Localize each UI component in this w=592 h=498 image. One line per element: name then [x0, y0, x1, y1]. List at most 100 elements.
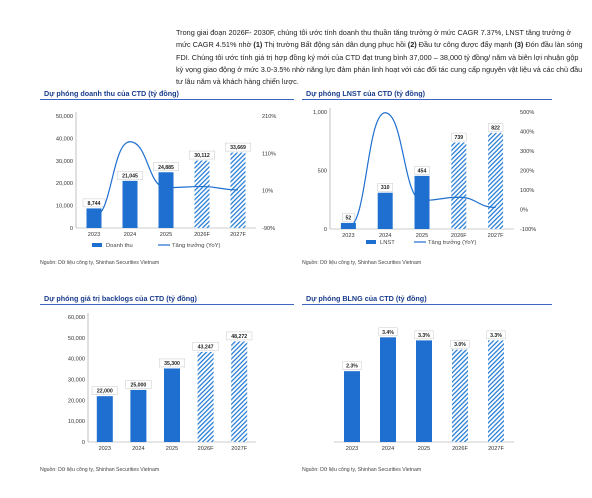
- data-label: 48,272: [231, 334, 247, 340]
- x-tick-label: 2026F: [451, 233, 467, 239]
- intro-text-3: Đầu tư công được đẩy mạnh: [418, 40, 513, 50]
- bar: [414, 175, 430, 229]
- data-label-box: [451, 132, 467, 142]
- y-tick-label: 500: [318, 169, 327, 175]
- y-tick-label: 40,000: [68, 357, 85, 363]
- bar: [96, 396, 113, 442]
- data-label: 24,885: [158, 165, 174, 171]
- y-tick-label: 30,000: [56, 159, 73, 165]
- bar: [86, 208, 102, 228]
- data-label: 3.4%: [382, 330, 394, 336]
- gross-margin-chart: 2.3% 2023 3.4% 2024 3.3% 2025 3.0% 2026F 3.3% 202…: [334, 327, 514, 452]
- bar-forecast: [197, 351, 214, 442]
- x-tick-label: 2025: [418, 446, 430, 452]
- data-label-box: [152, 162, 179, 171]
- bar: [344, 371, 360, 442]
- y-tick-label: 50,000: [68, 336, 85, 342]
- data-label: 33,669: [230, 145, 246, 151]
- y-tick-label: 1,000: [313, 110, 327, 116]
- data-label-box: [192, 342, 219, 351]
- data-label: 25,000: [130, 382, 146, 388]
- chart-title: Dự phóng BLNG của CTD (tỷ đồng): [302, 293, 552, 305]
- y-tick-label: 0: [324, 227, 327, 233]
- x-tick-label: 2026F: [452, 446, 468, 452]
- data-label: 43,247: [198, 344, 214, 350]
- backlog-chart: 0 10,000 20,000 30,000 40,000 50,000 60,000 22,…: [68, 313, 256, 452]
- y2-tick-label: 500%: [520, 110, 534, 116]
- data-label-box: [378, 327, 398, 337]
- y-tick-label: 20,000: [68, 398, 85, 404]
- legend-swatch-bar: [92, 243, 102, 247]
- intro-text-2: Thị trường Bất động sản dân dụng phục hồ…: [264, 40, 406, 50]
- y-tick-label: 40,000: [56, 136, 73, 142]
- data-label-box: [414, 330, 434, 340]
- bar-forecast: [452, 349, 468, 442]
- x-tick-label: 2024: [124, 232, 136, 238]
- x-tick-label: 2025: [416, 233, 428, 239]
- y-tick-label: 30,000: [68, 378, 85, 384]
- gross-margin-chart-panel: Dự phóng BLNG của CTD (tỷ đồng) 2.3% 2023…: [302, 293, 552, 473]
- bar: [164, 368, 180, 442]
- chart-title: Dự phóng doanh thu của CTD (tỷ đồng): [40, 88, 294, 100]
- bar-forecast: [488, 340, 504, 442]
- data-label-box: [487, 123, 504, 132]
- y2-tick-label: -90%: [262, 226, 275, 232]
- net-profit-chart-panel: Dự phóng LNST của CTD (tỷ đồng) 0 500 1,00…: [302, 88, 552, 266]
- intro-marker-3: (3): [514, 40, 524, 50]
- chart-source: Nguồn: Dữ liệu công ty, Shinhan Securiti…: [40, 260, 160, 266]
- data-label: 3.3%: [490, 333, 502, 339]
- bar: [122, 180, 138, 228]
- y-tick-label: 20,000: [56, 181, 73, 187]
- x-tick-label: 2027F: [488, 446, 504, 452]
- bar-forecast: [194, 160, 210, 228]
- chart-source: Nguồn: Dữ liệu công ty, Shinhan Securiti…: [302, 260, 422, 266]
- data-label-box: [486, 330, 506, 340]
- data-label-box: [158, 358, 185, 368]
- x-tick-label: 2026F: [194, 232, 210, 238]
- data-label-box: [226, 331, 253, 341]
- x-tick-label: 2027F: [231, 446, 247, 452]
- x-tick-label: 2025: [166, 446, 178, 452]
- growth-line: [93, 141, 239, 218]
- x-tick-label: 2023: [346, 446, 358, 452]
- y-tick-label: 0: [82, 440, 85, 446]
- bar: [130, 389, 147, 442]
- bar: [340, 222, 356, 229]
- x-tick-label: 2027F: [230, 232, 246, 238]
- data-label: 30,112: [194, 153, 210, 159]
- data-label-box: [342, 213, 355, 222]
- data-label: 454: [418, 168, 427, 174]
- chart-source: Nguồn: Dữ liệu công ty, Shinhan Securiti…: [302, 467, 422, 473]
- x-tick-label: 2024: [379, 233, 391, 239]
- data-label: 3.3%: [418, 333, 430, 339]
- x-tick-label: 2023: [342, 233, 354, 239]
- y2-tick-label: -100%: [520, 227, 536, 233]
- y-tick-label: 60,000: [68, 315, 85, 321]
- bar: [416, 340, 432, 442]
- data-label: 8,744: [88, 201, 101, 207]
- data-label: 35,300: [164, 361, 180, 367]
- x-tick-label: 2026F: [198, 446, 214, 452]
- y2-tick-label: 200%: [520, 169, 534, 175]
- data-label-box: [116, 171, 143, 180]
- y2-tick-label: 100%: [520, 188, 534, 194]
- intro-paragraph: Trong giai đoạn 2026F- 2030F, chúng tôi …: [176, 27, 584, 88]
- bar: [377, 192, 393, 229]
- revenue-chart: 0 10,000 20,000 30,000 40,000 50,000 -90% 10% 11…: [56, 112, 276, 249]
- y-tick-label: 0: [70, 226, 73, 232]
- y2-tick-label: 400%: [520, 130, 534, 136]
- data-label-box: [224, 142, 251, 152]
- intro-text-4: Đón đầu làn sóng FDI. Chúng tôi ước tính…: [176, 40, 583, 87]
- data-label-box: [342, 361, 362, 370]
- y-tick-label: 50,000: [56, 114, 73, 120]
- data-label-box: [377, 183, 393, 192]
- data-label-box: [125, 380, 152, 389]
- x-tick-label: 2024: [132, 446, 144, 452]
- data-label: 21,045: [122, 173, 138, 179]
- chart-source: Nguồn: Dữ liệu công ty, Shinhan Securiti…: [40, 467, 160, 473]
- bar-forecast: [488, 132, 504, 229]
- data-label: 822: [491, 125, 500, 131]
- y2-tick-label: 110%: [262, 151, 276, 157]
- bar-forecast: [231, 341, 248, 442]
- data-label: 52: [346, 215, 352, 221]
